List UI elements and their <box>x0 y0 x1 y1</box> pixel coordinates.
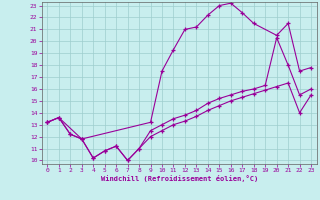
X-axis label: Windchill (Refroidissement éolien,°C): Windchill (Refroidissement éolien,°C) <box>100 175 258 182</box>
